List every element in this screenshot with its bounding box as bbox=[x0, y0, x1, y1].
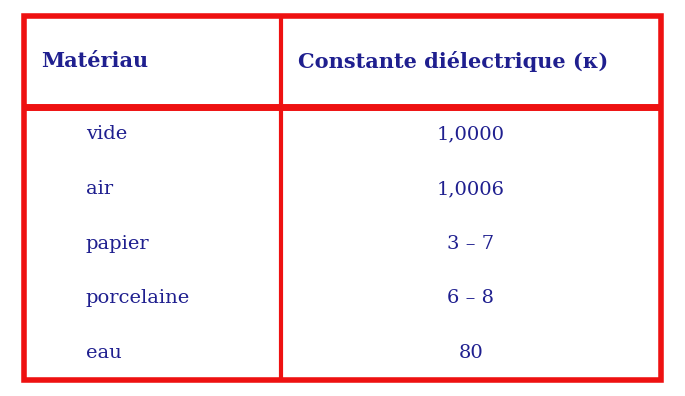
Text: 6 – 8: 6 – 8 bbox=[447, 289, 495, 307]
Text: 1,0000: 1,0000 bbox=[437, 125, 505, 143]
Text: air: air bbox=[86, 180, 113, 198]
Text: Constante diélectrique (κ): Constante diélectrique (κ) bbox=[298, 51, 608, 72]
Text: eau: eau bbox=[86, 344, 121, 362]
Text: Matériau: Matériau bbox=[41, 51, 148, 71]
Text: porcelaine: porcelaine bbox=[86, 289, 190, 307]
Text: 1,0006: 1,0006 bbox=[437, 180, 505, 198]
Text: papier: papier bbox=[86, 234, 149, 253]
Text: 80: 80 bbox=[458, 344, 484, 362]
Text: vide: vide bbox=[86, 125, 127, 143]
Text: 3 – 7: 3 – 7 bbox=[447, 234, 495, 253]
